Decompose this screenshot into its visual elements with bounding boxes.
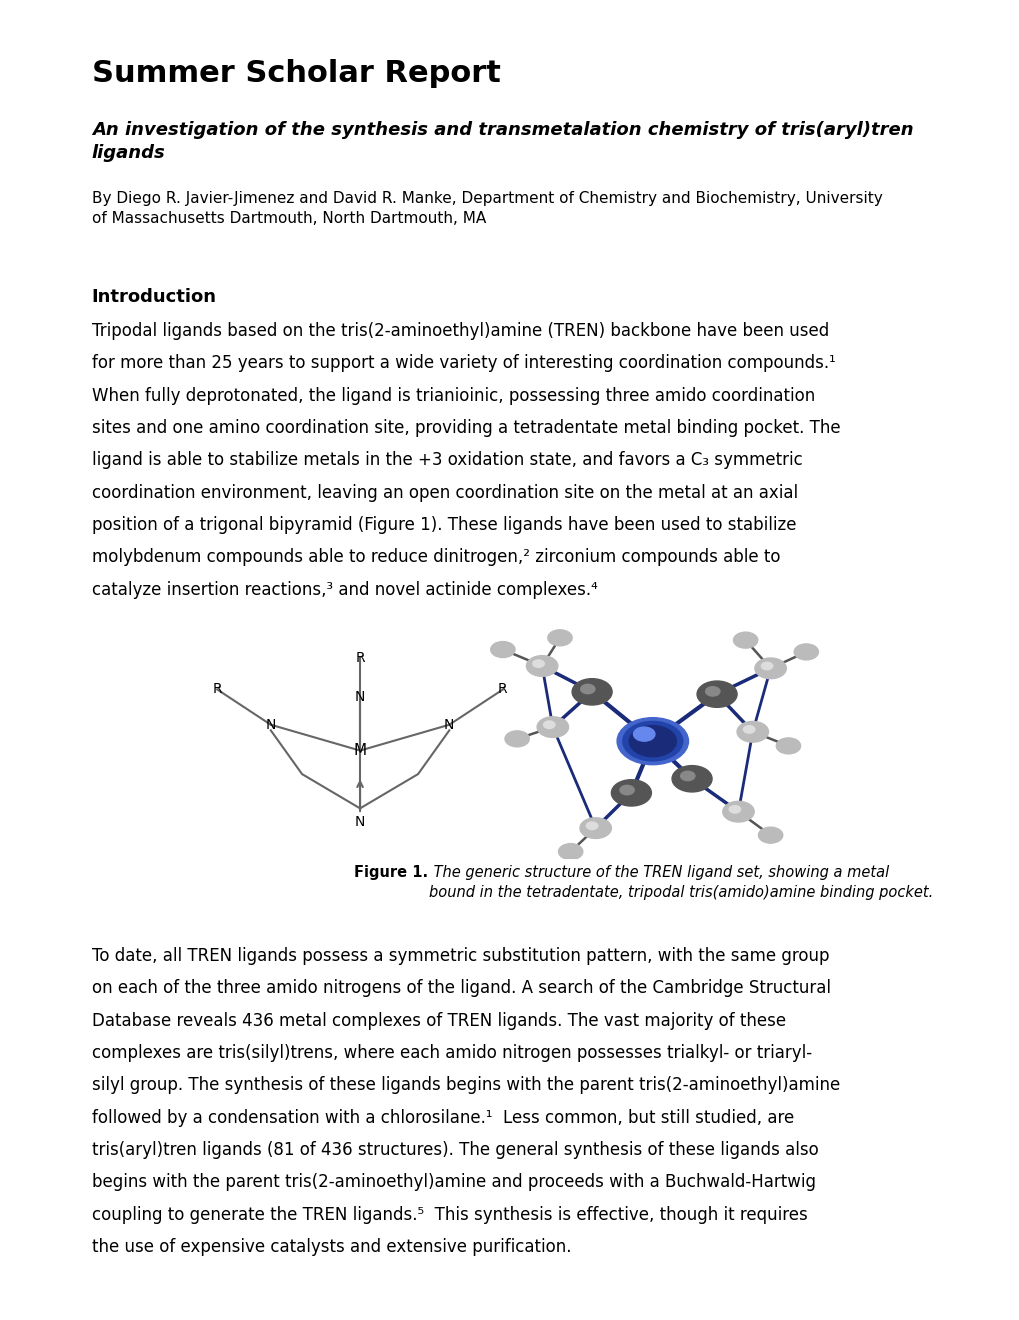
Circle shape [537,717,568,738]
Text: Database reveals 436 metal complexes of TREN ligands. The vast majority of these: Database reveals 436 metal complexes of … [92,1011,786,1030]
Text: By Diego R. Javier-Jimenez and David R. Manke, Department of Chemistry and Bioch: By Diego R. Javier-Jimenez and David R. … [92,191,881,226]
Circle shape [616,718,688,764]
Circle shape [532,660,544,668]
Circle shape [572,678,611,705]
Text: Introduction: Introduction [92,288,217,306]
Circle shape [760,663,772,669]
Circle shape [580,684,594,694]
Circle shape [580,818,610,838]
Text: N: N [443,718,454,731]
Circle shape [696,681,737,708]
Text: When fully deprotonated, the ligand is trianioinic, possessing three amido coord: When fully deprotonated, the ligand is t… [92,387,814,405]
Text: An investigation of the synthesis and transmetalation chemistry of tris(aryl)tre: An investigation of the synthesis and tr… [92,121,913,162]
Text: position of a trigonal bipyramid (Figure 1). These ligands have been used to sta: position of a trigonal bipyramid (Figure… [92,516,796,535]
Text: begins with the parent tris(2-aminoethyl)amine and proceeds with a Buchwald-Hart: begins with the parent tris(2-aminoethyl… [92,1173,815,1192]
Circle shape [547,630,572,645]
Circle shape [733,632,757,648]
Circle shape [633,727,654,741]
Circle shape [672,766,711,792]
Circle shape [610,780,651,807]
Text: coordination environment, leaving an open coordination site on the metal at an a: coordination environment, leaving an ope… [92,484,797,502]
Circle shape [754,657,786,678]
Text: M: M [354,743,366,758]
Circle shape [558,843,582,859]
Circle shape [729,805,740,813]
Circle shape [775,738,800,754]
Circle shape [490,642,515,657]
Text: N: N [355,689,365,704]
Circle shape [722,801,753,822]
Circle shape [705,686,719,696]
Text: Figure 1.: Figure 1. [354,866,428,880]
Text: coupling to generate the TREN ligands.⁵  This synthesis is effective, though it : coupling to generate the TREN ligands.⁵ … [92,1205,807,1224]
Circle shape [743,726,754,733]
Circle shape [620,785,634,795]
Text: R: R [212,682,222,697]
Circle shape [758,828,782,843]
Text: tris(aryl)tren ligands (81 of 436 structures). The general synthesis of these li: tris(aryl)tren ligands (81 of 436 struct… [92,1140,818,1159]
Circle shape [543,721,554,729]
Circle shape [586,822,597,829]
Text: Tripodal ligands based on the tris(2-aminoethyl)amine (TREN) backbone have been : Tripodal ligands based on the tris(2-ami… [92,322,828,341]
Text: N: N [355,814,365,829]
Text: sites and one amino coordination site, providing a tetradentate metal binding po: sites and one amino coordination site, p… [92,420,840,437]
Text: on each of the three amido nitrogens of the ligand. A search of the Cambridge St: on each of the three amido nitrogens of … [92,979,830,998]
Text: catalyze insertion reactions,³ and novel actinide complexes.⁴: catalyze insertion reactions,³ and novel… [92,581,597,599]
Text: To date, all TREN ligands possess a symmetric substitution pattern, with the sam: To date, all TREN ligands possess a symm… [92,946,828,965]
Circle shape [504,731,529,747]
Text: for more than 25 years to support a wide variety of interesting coordination com: for more than 25 years to support a wide… [92,355,835,372]
Text: R: R [497,682,507,697]
Text: ligand is able to stabilize metals in the +3 oxidation state, and favors a C₃ sy: ligand is able to stabilize metals in th… [92,451,802,470]
Text: R: R [355,651,365,665]
Circle shape [526,656,557,676]
Text: Summer Scholar Report: Summer Scholar Report [92,59,500,88]
Text: silyl group. The synthesis of these ligands begins with the parent tris(2-aminoe: silyl group. The synthesis of these liga… [92,1076,840,1094]
Text: molybdenum compounds able to reduce dinitrogen,² zirconium compounds able to: molybdenum compounds able to reduce dini… [92,549,780,566]
Circle shape [794,644,817,660]
Circle shape [737,722,767,742]
Text: complexes are tris(silyl)trens, where each amido nitrogen possesses trialkyl- or: complexes are tris(silyl)trens, where ea… [92,1044,811,1063]
Circle shape [680,771,694,780]
Text: followed by a condensation with a chlorosilane.¹  Less common, but still studied: followed by a condensation with a chloro… [92,1109,793,1127]
Circle shape [629,726,676,756]
Text: The generic structure of the TREN ligand set, showing a metal
bound in the tetra: The generic structure of the TREN ligand… [429,866,932,900]
Circle shape [623,722,682,760]
Text: N: N [265,718,276,731]
Text: the use of expensive catalysts and extensive purification.: the use of expensive catalysts and exten… [92,1238,571,1257]
